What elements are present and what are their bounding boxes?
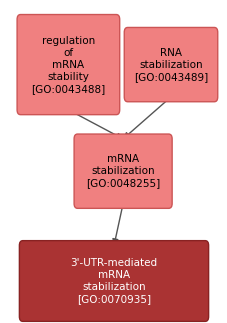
FancyBboxPatch shape	[17, 15, 119, 115]
FancyBboxPatch shape	[19, 241, 208, 321]
FancyBboxPatch shape	[124, 27, 217, 102]
Text: RNA
stabilization
[GO:0043489]: RNA stabilization [GO:0043489]	[133, 47, 207, 82]
FancyBboxPatch shape	[74, 134, 171, 208]
Text: regulation
of
mRNA
stability
[GO:0043488]: regulation of mRNA stability [GO:0043488…	[31, 36, 105, 94]
Text: mRNA
stabilization
[GO:0048255]: mRNA stabilization [GO:0048255]	[86, 154, 160, 188]
Text: 3'-UTR-mediated
mRNA
stabilization
[GO:0070935]: 3'-UTR-mediated mRNA stabilization [GO:0…	[70, 258, 157, 304]
